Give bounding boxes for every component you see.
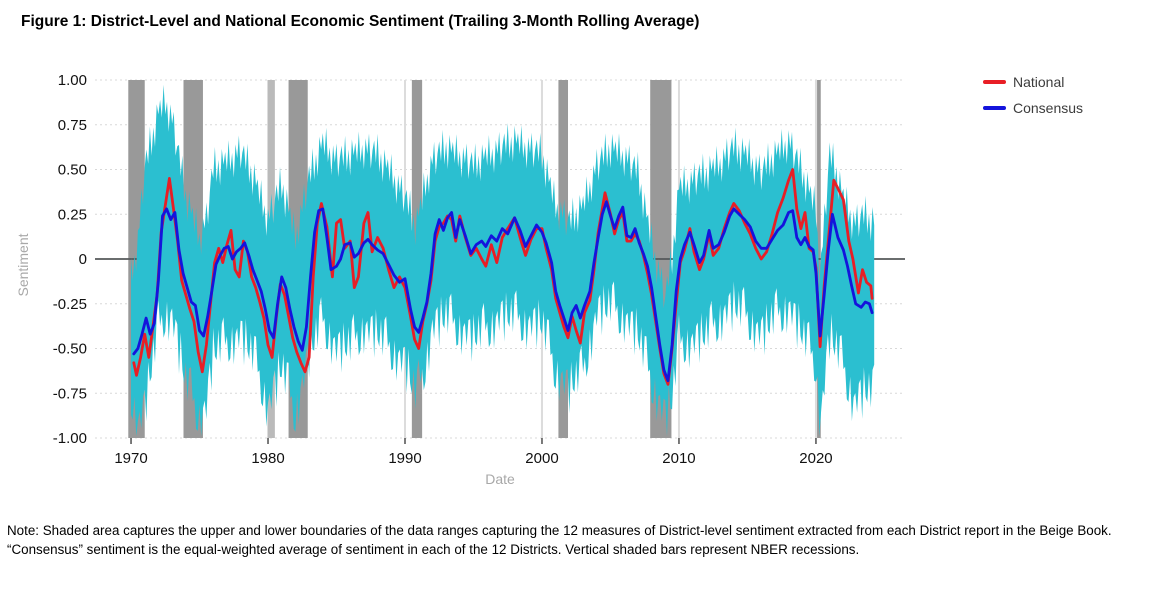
x-tick-label: 1980	[251, 450, 284, 467]
legend-item-consensus: Consensus	[983, 95, 1083, 121]
y-tick-label: -0.75	[53, 385, 87, 402]
y-tick-label: -0.50	[53, 341, 87, 358]
consensus-line-swatch-icon	[983, 106, 1006, 110]
y-tick-label: 0.50	[58, 162, 87, 179]
district-range-band	[131, 84, 875, 437]
consensus-line	[132, 200, 874, 383]
x-tick-label: 1990	[388, 450, 421, 467]
y-tick-label: 0	[79, 251, 87, 268]
series-lines	[132, 168, 874, 386]
x-tick-label: 2010	[662, 450, 695, 467]
axis-ticks-and-labels: 1970 1980 1990 2000 2010 2020 1.00 0.75 0.50 0.25…	[53, 72, 833, 467]
figure-title: Figure 1: District-Level and National Ec…	[21, 13, 700, 30]
legend-label-consensus: Consensus	[1013, 100, 1084, 116]
x-tick-label: 1970	[114, 450, 147, 467]
y-tick-label: -0.25	[53, 296, 87, 313]
national-line-swatch-icon	[983, 80, 1006, 84]
y-axis-title: Sentiment	[15, 233, 31, 296]
chart-legend: National Consensus	[983, 69, 1083, 121]
district-range-area	[131, 84, 875, 437]
x-tick-label: 2000	[525, 450, 558, 467]
y-tick-label: 0.75	[58, 117, 87, 134]
legend-label-national: National	[1013, 74, 1065, 90]
y-tick-label: -1.00	[53, 430, 87, 447]
x-axis-title: Date	[485, 471, 515, 487]
sentiment-chart: 1970 1980 1990 2000 2010 2020 1.00 0.75 0.50 0.25…	[15, 72, 905, 487]
y-tick-label: 0.25	[58, 206, 87, 223]
y-tick-label: 1.00	[58, 72, 87, 89]
figure-note: Note: Shaded area captures the upper and…	[7, 523, 1112, 558]
x-tick-label: 2020	[799, 450, 832, 467]
legend-item-national: National	[983, 69, 1083, 95]
